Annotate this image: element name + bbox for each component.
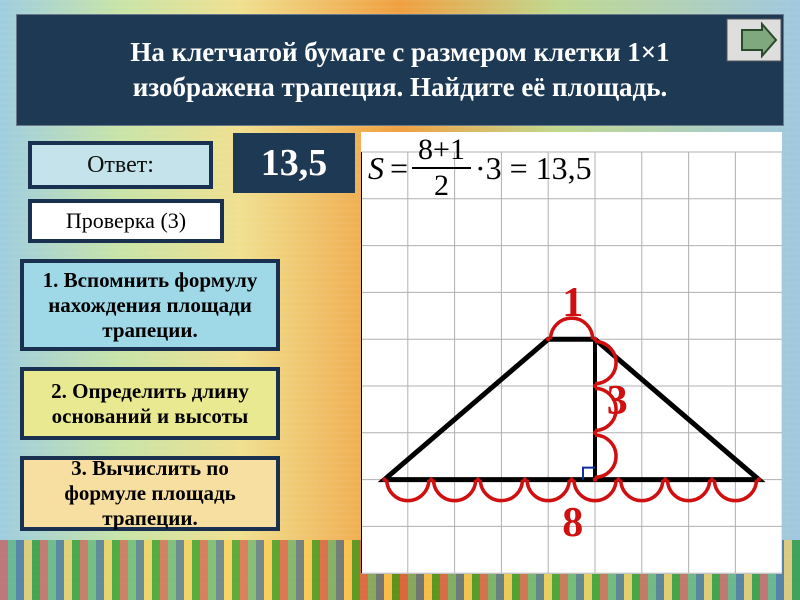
hint-2[interactable]: 2. Определить длину оснований и высоты [20, 367, 280, 440]
svg-text:8: 8 [562, 500, 583, 546]
answer-value: 13,5 [233, 133, 355, 193]
svg-text:3: 3 [607, 378, 628, 424]
hint-3[interactable]: 3. Вычислить по формуле площадь трапеции… [20, 456, 280, 531]
answer-label: Ответ: [28, 141, 213, 189]
title-text: На клетчатой бумаге с размером клетки 1×… [77, 35, 723, 105]
next-button[interactable] [726, 18, 782, 62]
svg-text:1: 1 [562, 280, 583, 326]
hint-1[interactable]: 1. Вспомнить формулу нахождения площади … [20, 259, 280, 351]
check-button[interactable]: Проверка (3) [28, 199, 224, 243]
area-formula: S = 8+1 2 ·3 = 13,5 [368, 133, 592, 203]
title-bar: На клетчатой бумаге с размером клетки 1×… [16, 14, 784, 126]
